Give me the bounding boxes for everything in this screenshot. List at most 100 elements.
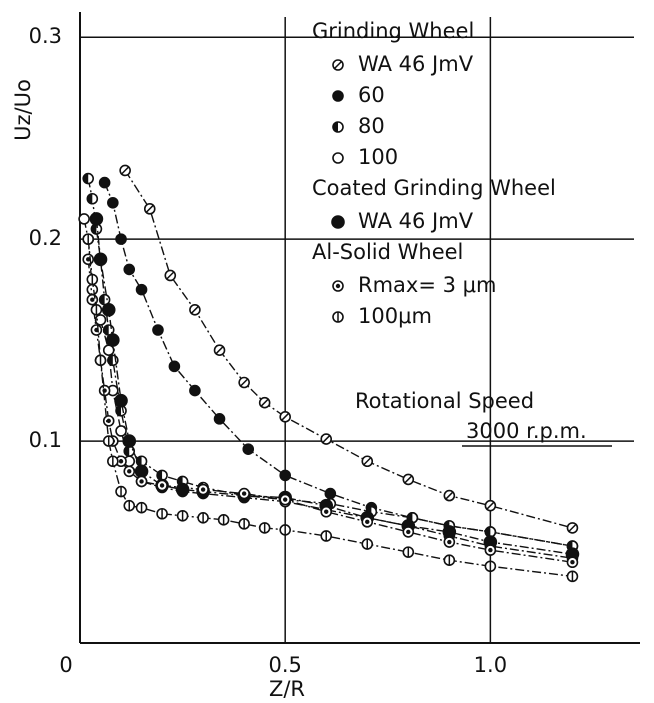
data-point (402, 546, 415, 558)
data-point (89, 212, 104, 226)
marker-dot (241, 491, 247, 496)
data-point (90, 324, 103, 336)
marker (107, 196, 119, 209)
marker (332, 152, 344, 164)
marker-half (91, 224, 97, 235)
marker-slash (260, 398, 270, 408)
marker-dot (127, 469, 132, 474)
data-point (258, 522, 271, 534)
marker (175, 482, 190, 497)
marker-half (157, 470, 163, 481)
data-point (98, 384, 111, 397)
data-point (197, 483, 209, 496)
marker (89, 212, 104, 226)
x-tick-label: 0 (59, 653, 72, 677)
annotation: 3000 r.p.m. (466, 419, 587, 443)
data-point (164, 269, 177, 282)
data-point (443, 554, 456, 567)
marker (78, 213, 90, 225)
data-point (484, 544, 497, 556)
data-point (168, 360, 181, 373)
data-point (197, 511, 209, 524)
marker-dot (118, 459, 124, 464)
data-point (135, 475, 148, 488)
marker-dot (335, 283, 341, 289)
marker (442, 525, 457, 539)
data-point (98, 293, 111, 306)
marker-slash (362, 456, 372, 466)
data-point (86, 192, 99, 205)
marker-slash (280, 412, 290, 422)
data-point (107, 196, 119, 209)
legend-label: WA 46 JmV (358, 209, 474, 233)
marker (115, 425, 127, 437)
fit-curve (124, 170, 573, 529)
data-point (94, 314, 107, 326)
data-point (106, 333, 120, 347)
fit-curve (87, 239, 573, 578)
marker-dot (90, 297, 95, 302)
marker-half (136, 456, 142, 467)
data-point (402, 526, 415, 538)
x-axis-label: Z/R (269, 677, 305, 701)
data-point (102, 435, 115, 447)
marker (135, 283, 148, 296)
marker-dot (570, 560, 575, 565)
marker-half (485, 526, 491, 537)
data-point (175, 482, 190, 497)
data-point (123, 499, 136, 512)
marker-dot (406, 529, 411, 535)
marker-half (83, 173, 89, 184)
data-point (189, 384, 201, 397)
legend-title: Grinding Wheel (312, 19, 474, 43)
data-point (566, 522, 579, 534)
data-point (213, 344, 226, 356)
data-point (107, 455, 119, 468)
marker (122, 434, 137, 448)
data-point (135, 283, 148, 296)
marker (94, 314, 107, 326)
legend-marker (331, 215, 345, 229)
data-point (320, 433, 333, 445)
marker-half (333, 122, 338, 132)
data-point (82, 172, 95, 185)
data-point (213, 413, 226, 425)
legend-marker (332, 280, 344, 292)
legend-label: Rmax= 3 μm (358, 273, 496, 297)
marker-dot (106, 418, 111, 424)
marker-dot (282, 497, 288, 502)
data-point (279, 524, 291, 536)
legend-label: 80 (358, 114, 385, 138)
marker (242, 443, 255, 455)
data-point (361, 516, 374, 528)
legend-label: 100μm (358, 304, 432, 328)
data-point (114, 393, 128, 408)
marker-dot (447, 539, 452, 545)
data-point (122, 434, 137, 448)
data-point (217, 514, 230, 526)
marker (189, 384, 201, 397)
marker (98, 176, 111, 189)
data-point (134, 464, 149, 479)
fit-curve (95, 218, 573, 555)
data-point (82, 253, 95, 266)
data-point (320, 505, 333, 518)
y-tick-label: 0.2 (29, 226, 62, 250)
marker-slash (567, 523, 577, 533)
data-point (566, 556, 579, 569)
data-point (115, 485, 127, 498)
data-point (135, 501, 148, 514)
marker (168, 360, 181, 373)
legend-marker (332, 152, 344, 164)
marker-slash (190, 305, 200, 315)
data-point (238, 487, 250, 500)
marker-slash (333, 60, 343, 70)
marker-slash (403, 474, 413, 484)
data-point (320, 530, 333, 542)
data-point (156, 479, 168, 492)
annotation: Rotational Speed (355, 389, 534, 413)
marker (152, 324, 164, 336)
marker-dot (200, 487, 206, 492)
data-point (279, 469, 291, 482)
